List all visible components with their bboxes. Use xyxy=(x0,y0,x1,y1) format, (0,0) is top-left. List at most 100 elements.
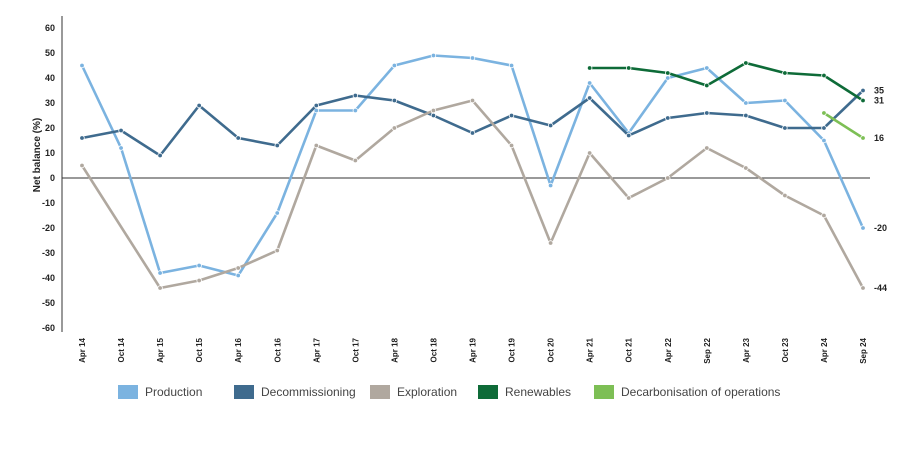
x-tick-label: Apr 17 xyxy=(312,337,321,362)
x-tick-label: Apr 22 xyxy=(664,337,673,362)
data-point xyxy=(860,97,866,104)
data-point xyxy=(391,125,398,131)
data-point xyxy=(782,70,788,76)
data-point xyxy=(782,192,788,199)
y-tick-label: 30 xyxy=(45,98,55,108)
x-tick-label: Apr 23 xyxy=(742,337,751,362)
data-point xyxy=(782,125,788,131)
series-line-renewables xyxy=(589,61,864,102)
data-point xyxy=(508,112,515,119)
end-value-label: -44 xyxy=(874,283,887,293)
data-point xyxy=(118,145,124,151)
series-exploration xyxy=(79,97,866,291)
data-point xyxy=(665,75,671,81)
y-tick-labels: 60 50 40 30 20 10 0 -10 -20 -30 -40 -50 -60 xyxy=(42,23,55,333)
legend-item-decommissioning: Decommissioning xyxy=(234,385,356,399)
x-tick-label: Apr 15 xyxy=(156,337,165,362)
data-point xyxy=(743,165,749,171)
legend-label: Decarbonisation of operations xyxy=(621,385,780,399)
data-point xyxy=(704,82,710,89)
series-decommissioning xyxy=(79,87,866,159)
data-point xyxy=(235,265,241,271)
y-tick-label: 40 xyxy=(45,73,55,83)
data-point xyxy=(352,157,359,164)
legend-swatch xyxy=(478,385,498,399)
data-point xyxy=(196,277,202,284)
x-tick-label: Oct 16 xyxy=(273,337,282,362)
series-decarbonisation-of-operations xyxy=(821,110,866,141)
series-production xyxy=(79,52,866,279)
y-tick-label: 60 xyxy=(45,23,55,33)
x-tick-label: Oct 15 xyxy=(195,337,204,362)
x-tick-label: Apr 21 xyxy=(586,337,595,362)
series-lines xyxy=(79,52,866,291)
data-point xyxy=(157,152,163,159)
x-tick-label: Oct 18 xyxy=(429,337,438,362)
x-tick-labels: Apr 14 Oct 14 Apr 15 Oct 15 Apr 16 Oct 16 Apr … xyxy=(78,337,868,363)
data-point xyxy=(704,110,710,116)
data-point xyxy=(196,262,202,269)
data-point xyxy=(665,175,671,181)
data-point xyxy=(626,195,632,201)
x-tick-label: Oct 14 xyxy=(117,337,126,362)
x-tick-label: Oct 21 xyxy=(625,337,634,362)
x-tick-label: Apr 16 xyxy=(234,337,243,362)
data-point xyxy=(743,112,749,119)
data-point xyxy=(235,135,241,141)
legend-label: Decommissioning xyxy=(261,385,356,399)
y-tick-label: -10 xyxy=(42,198,55,208)
data-point xyxy=(118,127,124,134)
legend-item-renewables: Renewables xyxy=(478,385,571,399)
data-point xyxy=(196,102,202,109)
data-point xyxy=(821,110,827,116)
data-point xyxy=(704,145,710,151)
data-point xyxy=(79,135,85,141)
data-point xyxy=(782,97,788,104)
data-point xyxy=(665,70,671,76)
x-tick-label: Apr 24 xyxy=(820,337,829,362)
x-tick-label: Apr 18 xyxy=(390,337,399,362)
data-point xyxy=(352,92,359,99)
legend-swatch xyxy=(234,385,254,399)
y-tick-label: 20 xyxy=(45,123,55,133)
x-tick-label: Oct 19 xyxy=(508,337,517,362)
x-tick-label: Sep 24 xyxy=(859,337,868,363)
x-tick-label: Oct 23 xyxy=(781,337,790,362)
end-value-label: 16 xyxy=(874,133,884,143)
data-point xyxy=(821,137,827,144)
data-point xyxy=(352,107,359,114)
y-tick-label: -50 xyxy=(42,298,55,308)
data-point xyxy=(547,122,554,129)
data-point xyxy=(157,285,163,291)
data-point xyxy=(274,210,280,216)
legend-swatch xyxy=(370,385,390,399)
data-point xyxy=(430,107,437,114)
legend: Production Decommissioning Exploration Rene… xyxy=(118,385,780,399)
legend-item-exploration: Exploration xyxy=(370,385,457,399)
x-tick-label: Oct 20 xyxy=(547,337,556,362)
data-point xyxy=(391,62,398,69)
legend-label: Renewables xyxy=(505,385,571,399)
data-point xyxy=(821,72,827,79)
data-point xyxy=(626,132,632,139)
data-point xyxy=(313,142,319,149)
end-value-label: 31 xyxy=(874,96,884,106)
data-point xyxy=(586,95,593,101)
legend-label: Production xyxy=(145,385,202,399)
data-point xyxy=(860,135,866,141)
y-tick-label: 10 xyxy=(45,148,55,158)
y-tick-label: -30 xyxy=(42,248,55,258)
y-tick-label: -60 xyxy=(42,323,55,333)
legend-label: Exploration xyxy=(397,385,457,399)
data-point xyxy=(508,62,515,69)
data-point xyxy=(586,65,593,71)
data-point xyxy=(821,212,827,219)
series-line-decarbonisation-of-operations xyxy=(823,111,864,140)
data-point xyxy=(157,270,163,276)
end-value-label: 35 xyxy=(874,86,884,96)
data-point xyxy=(860,225,866,231)
data-point xyxy=(743,60,749,66)
legend-swatch xyxy=(118,385,138,399)
